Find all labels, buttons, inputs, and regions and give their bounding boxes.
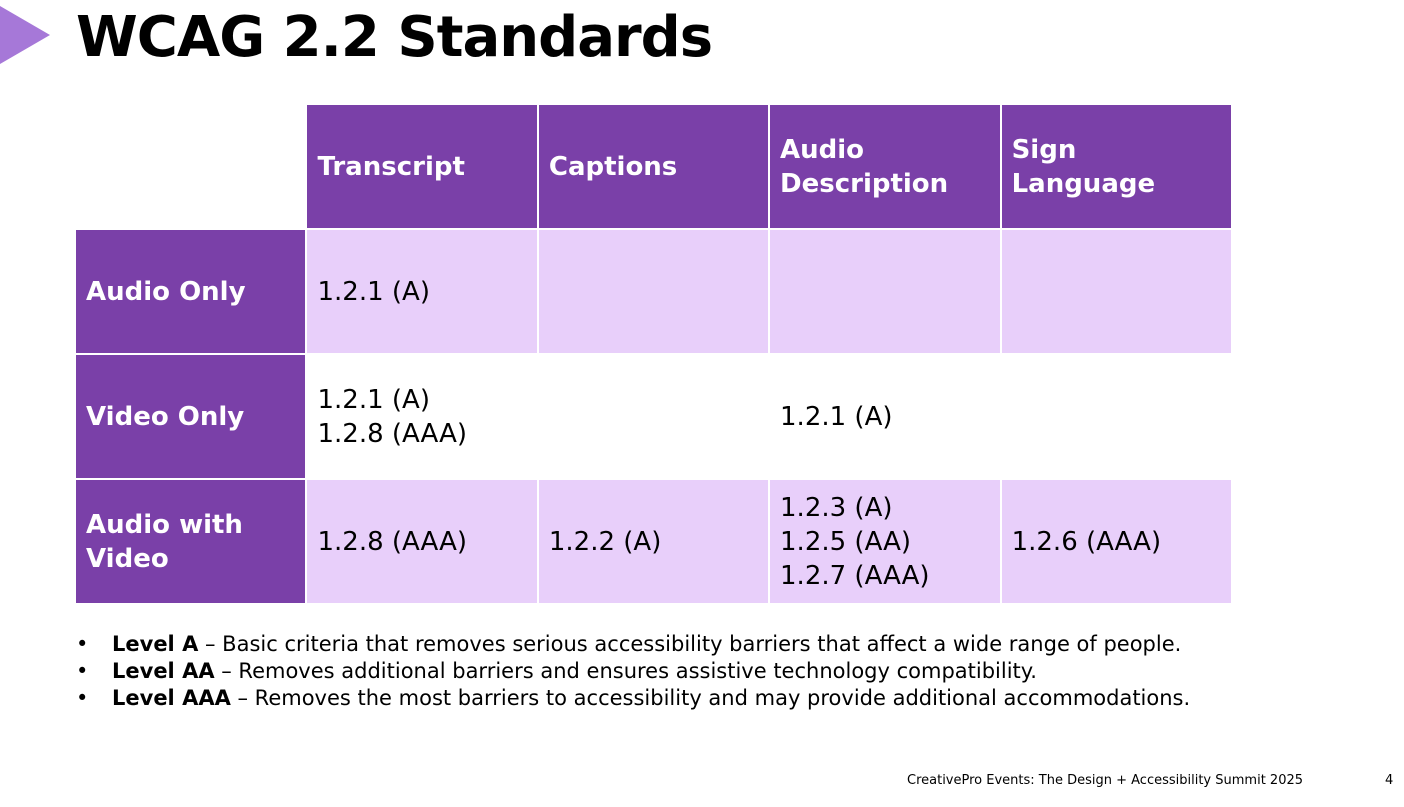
cell-audio-only-captions [538, 230, 769, 353]
bullet-dot: • [76, 632, 89, 656]
row-header-line: Video Only [86, 401, 245, 432]
row-header-line: Audio Only [86, 276, 246, 307]
column-header-audio-description: Audio Description [770, 105, 1000, 228]
list-item-level-a: • Level A – Basic criteria that removes s… [76, 631, 1190, 658]
cell-audio-only-audio-description [770, 230, 1000, 353]
table-row-video-only: Video Only 1.2.1 (A) 1.2.8 (AAA) 1.2.1 (… [76, 355, 1231, 478]
criterion-ref: 1.2.3 (A) [780, 492, 893, 523]
criterion-ref: 1.2.1 (A) [317, 276, 430, 307]
cell-audio-video-audio-description: 1.2.3 (A) 1.2.5 (AA) 1.2.7 (AAA) [770, 480, 1000, 603]
bullet-dot: • [76, 686, 89, 710]
table-row-audio-with-video: Audio with Video 1.2.8 (AAA) 1.2.2 (A) 1… [76, 480, 1231, 603]
list-item-level-aa: • Level AA – Removes additional barriers … [76, 658, 1190, 685]
cell-audio-only-transcript: 1.2.1 (A) [307, 230, 537, 353]
column-header-sign-language: Sign Language [1001, 105, 1231, 228]
column-header-transcript: Transcript [307, 105, 537, 228]
level-description: – Removes additional barriers and ensure… [214, 659, 1037, 683]
page-number: 4 [1385, 773, 1394, 788]
row-header-line: Audio with [86, 509, 243, 540]
criterion-ref: 1.2.7 (AAA) [780, 560, 930, 591]
column-header-line: Language [1011, 168, 1156, 199]
bullet-dot: • [76, 659, 89, 683]
level-definitions-list: • Level A – Basic criteria that removes s… [76, 631, 1190, 712]
row-header-video-only: Video Only [76, 355, 306, 478]
table-corner-cell [76, 105, 306, 228]
column-header-line: Description [780, 168, 949, 199]
column-header-line: Audio [780, 134, 865, 165]
cell-audio-video-captions: 1.2.2 (A) [538, 480, 769, 603]
table-header-row: Transcript Captions Audio Description Si… [76, 105, 1231, 228]
criterion-ref: 1.2.2 (A) [548, 526, 662, 557]
level-description: – Basic criteria that removes serious ac… [198, 632, 1182, 656]
level-term: Level AAA [112, 686, 231, 710]
row-header-audio-with-video: Audio with Video [76, 480, 306, 603]
level-term: Level AA [112, 659, 215, 683]
column-header-line: Transcript [317, 151, 465, 182]
criterion-ref: 1.2.5 (AA) [780, 526, 912, 557]
row-header-line: Video [86, 543, 169, 574]
cell-video-only-audio-description: 1.2.1 (A) [770, 355, 1000, 478]
cell-video-only-sign-language [1001, 355, 1231, 478]
criterion-ref: 1.2.8 (AAA) [317, 526, 467, 557]
criterion-ref: 1.2.1 (A) [780, 401, 893, 432]
cell-audio-only-sign-language [1001, 230, 1231, 353]
list-item-level-aaa: • Level AAA – Removes the most barriers t… [76, 685, 1190, 712]
level-term: Level A [112, 632, 199, 656]
criterion-ref: 1.2.1 (A) [317, 384, 430, 415]
cell-audio-video-sign-language: 1.2.6 (AAA) [1001, 480, 1231, 603]
cell-video-only-transcript: 1.2.1 (A) 1.2.8 (AAA) [307, 355, 537, 478]
row-header-audio-only: Audio Only [76, 230, 306, 353]
wcag-media-table: Transcript Captions Audio Description Si… [76, 105, 1231, 603]
slide-title: WCAG 2.2 Standards [76, 5, 713, 70]
cell-audio-video-transcript: 1.2.8 (AAA) [307, 480, 537, 603]
slide-footer: CreativePro Events: The Design + Accessi… [907, 773, 1304, 788]
column-header-line: Sign [1011, 134, 1077, 165]
column-header-line: Captions [548, 151, 678, 182]
column-header-captions: Captions [538, 105, 769, 228]
level-description: – Removes the most barriers to accessibi… [230, 686, 1191, 710]
criterion-ref: 1.2.6 (AAA) [1011, 526, 1162, 557]
table-row-audio-only: Audio Only 1.2.1 (A) [76, 230, 1231, 353]
accent-triangle [0, 6, 50, 64]
criterion-ref: 1.2.8 (AAA) [317, 418, 467, 449]
cell-video-only-captions [538, 355, 769, 478]
